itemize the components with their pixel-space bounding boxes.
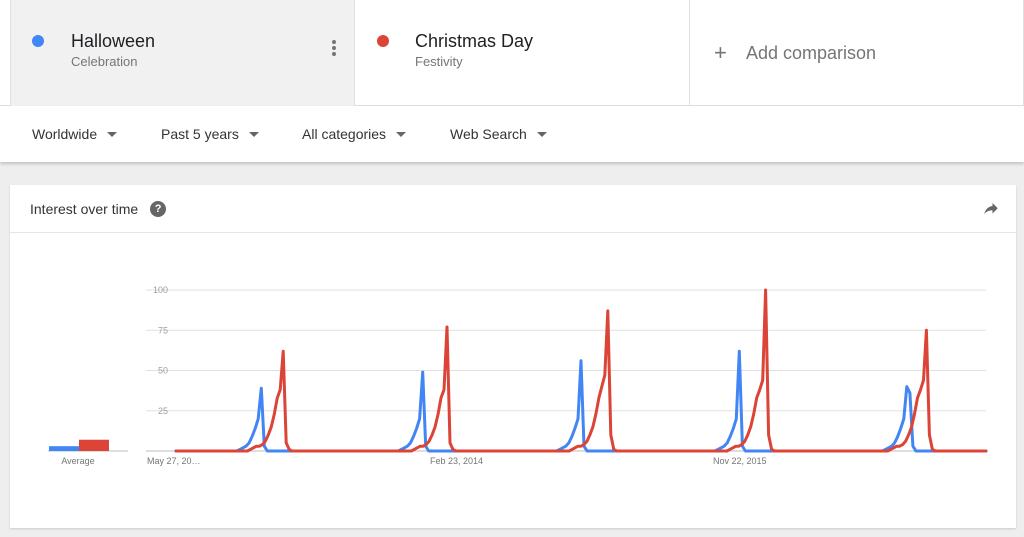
dropdown-caret-icon: [396, 131, 407, 137]
x-tick-label: Feb 23, 2014: [430, 456, 483, 466]
card-title: Interest over time: [30, 200, 139, 217]
average-label: Average: [61, 456, 94, 466]
category-filter[interactable]: All categories: [302, 126, 407, 142]
share-icon[interactable]: [982, 200, 1000, 218]
y-tick-label: 100: [153, 285, 168, 295]
region-filter[interactable]: Worldwide: [32, 126, 118, 142]
filter-bar: Worldwide Past 5 years All categories We…: [0, 106, 1024, 162]
term-card-halloween[interactable]: Halloween Celebration: [10, 0, 355, 106]
average-bar: [79, 439, 109, 451]
series-line-halloween: [174, 349, 988, 453]
term-card-christmas[interactable]: Christmas Day Festivity: [355, 0, 690, 106]
x-tick-label: Nov 22, 2015: [713, 456, 767, 466]
add-comparison-label: Add comparison: [746, 42, 877, 63]
x-tick-label: May 27, 20…: [147, 456, 201, 466]
line-chart: 100 75 50 25 May 27, 20… Feb 23, 2014 Nov 22, …: [48, 285, 988, 466]
term-color-dot: [32, 35, 44, 47]
more-options-icon[interactable]: [332, 40, 336, 56]
term-name: Halloween: [71, 31, 156, 51]
interest-over-time-card: Interest over time ? 100 75 50 25 May 27, 20…: [10, 185, 1016, 528]
plus-icon: +: [714, 40, 727, 65]
dropdown-caret-icon: [536, 131, 547, 137]
help-icon[interactable]: ?: [150, 200, 167, 217]
search-type-filter[interactable]: Web Search: [450, 126, 547, 142]
y-tick-label: 25: [158, 406, 168, 416]
y-tick-label: 75: [158, 325, 168, 335]
term-color-dot: [377, 35, 389, 47]
term-name: Christmas Day: [415, 31, 534, 51]
card-header: Interest over time ?: [10, 185, 1016, 233]
dropdown-caret-icon: [248, 131, 259, 137]
term-type: Festivity: [415, 54, 463, 69]
time-range-filter[interactable]: Past 5 years: [161, 126, 259, 142]
series-line-christmas-day: [174, 288, 988, 453]
add-comparison-button[interactable]: + Add comparison: [690, 0, 1024, 106]
term-type: Celebration: [71, 54, 138, 69]
search-terms-bar: Halloween Celebration Christmas Day Fest…: [0, 0, 1024, 106]
y-tick-label: 50: [158, 366, 168, 376]
dropdown-caret-icon: [107, 131, 118, 137]
average-bar: [49, 446, 79, 451]
